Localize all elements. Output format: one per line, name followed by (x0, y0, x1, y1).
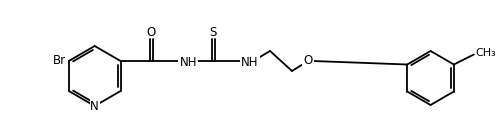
Text: O: O (147, 26, 156, 39)
Text: CH₃: CH₃ (475, 48, 495, 59)
Text: S: S (209, 26, 216, 39)
Text: N: N (90, 99, 99, 112)
Text: O: O (303, 55, 312, 67)
Text: Br: Br (53, 55, 66, 67)
Text: NH: NH (240, 56, 258, 69)
Text: NH: NH (179, 56, 196, 69)
